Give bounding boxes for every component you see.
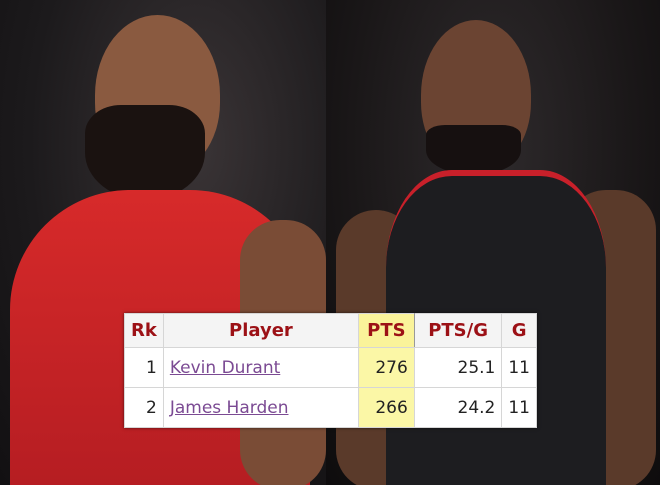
pts-cell: 266: [357, 387, 415, 428]
player-beard: [426, 125, 521, 175]
pts-cell: 276: [357, 347, 415, 388]
rank-cell: 1: [124, 347, 164, 388]
header-pts[interactable]: PTS: [357, 313, 415, 348]
stats-table: Rk Player PTS PTS/G G 1 Kevin Durant 276…: [124, 313, 537, 428]
player-link[interactable]: Kevin Durant: [169, 357, 281, 378]
header-player[interactable]: Player: [162, 313, 359, 348]
player-beard: [85, 105, 205, 200]
player-link[interactable]: James Harden: [169, 397, 289, 418]
table-header-row: Rk Player PTS PTS/G G: [124, 313, 537, 348]
games-cell: 11: [501, 347, 537, 388]
header-games[interactable]: G: [501, 313, 537, 348]
header-pts-per-game[interactable]: PTS/G: [413, 313, 503, 348]
table-row: 2 James Harden 266 24.2 11: [124, 387, 537, 428]
rank-cell: 2: [124, 387, 164, 428]
table-row: 1 Kevin Durant 276 25.1 11: [124, 347, 537, 388]
games-cell: 11: [501, 387, 537, 428]
pts-per-game-cell: 24.2: [413, 387, 503, 428]
player-cell: James Harden: [162, 387, 359, 428]
player-cell: Kevin Durant: [162, 347, 359, 388]
pts-per-game-cell: 25.1: [413, 347, 503, 388]
header-rk[interactable]: Rk: [124, 313, 164, 348]
